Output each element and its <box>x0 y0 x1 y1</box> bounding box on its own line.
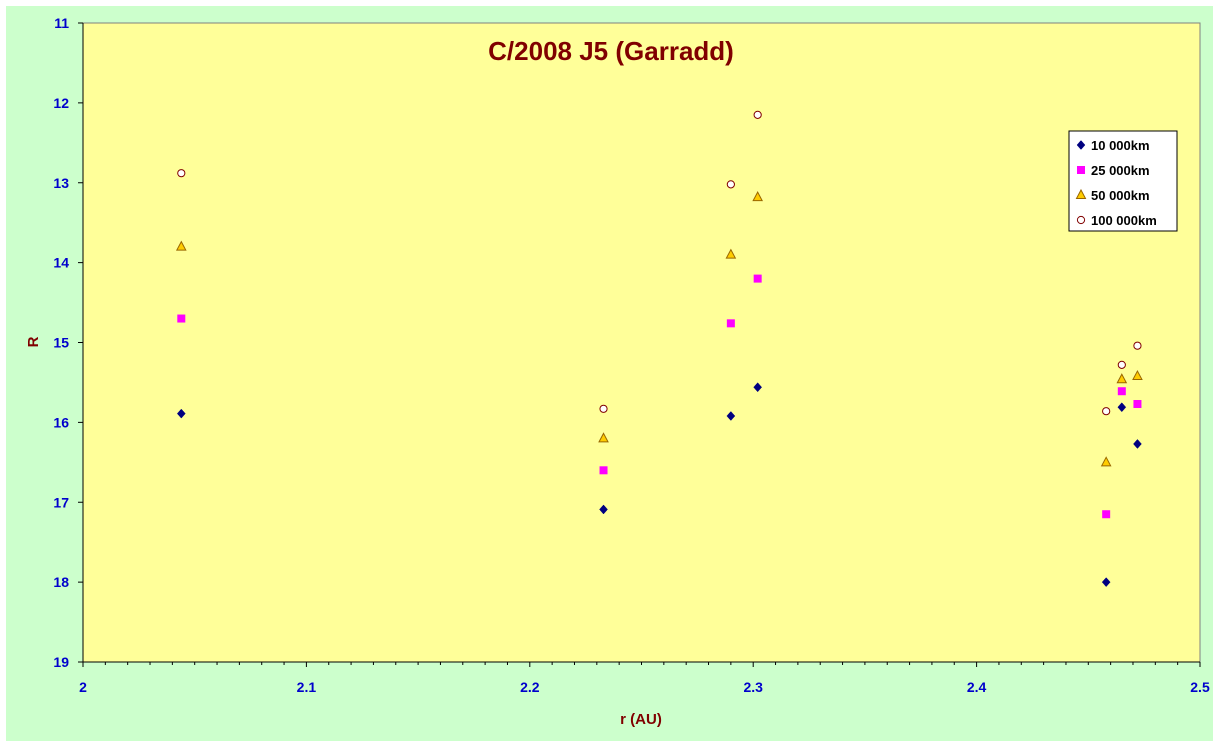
data-point-circle <box>726 180 735 189</box>
data-point-triangle <box>725 248 737 259</box>
x-tick-label: 2.1 <box>297 679 317 695</box>
data-point-square <box>177 314 186 323</box>
y-tick-label: 14 <box>53 255 69 271</box>
legend-marker-diamond <box>1076 140 1086 150</box>
legend: 10 000km 25 000km 50 000km 100 000km <box>1068 130 1178 232</box>
data-point-triangle <box>1116 373 1128 384</box>
data-point-triangle <box>175 240 187 251</box>
x-tick-label: 2.3 <box>743 679 763 695</box>
legend-label: 25 000km <box>1091 163 1150 178</box>
axis-ticks <box>78 22 1201 667</box>
x-tick-label: 2.2 <box>520 679 540 695</box>
y-tick-label: 19 <box>53 654 69 670</box>
data-points <box>175 110 1143 588</box>
legend-marker-circle <box>1076 215 1086 225</box>
chart-title: C/2008 J5 (Garradd) <box>488 36 734 66</box>
y-tick-label: 12 <box>53 95 69 111</box>
data-point-circle <box>1102 407 1111 416</box>
x-tick-label: 2 <box>79 679 87 695</box>
data-point-circle <box>753 110 762 119</box>
y-tick-label: 16 <box>53 414 69 430</box>
data-point-triangle <box>598 432 609 443</box>
plot-area <box>82 22 1201 663</box>
data-point-diamond <box>753 382 763 393</box>
y-tick-label: 13 <box>53 175 69 191</box>
legend-marker-square <box>1077 166 1085 174</box>
legend-label: 10 000km <box>1091 138 1150 153</box>
data-point-triangle <box>1132 369 1143 381</box>
x-tick-labels: 2 2.1 2.2 2.3 2.4 2.5 <box>79 679 1210 695</box>
data-point-square <box>1133 400 1142 409</box>
data-point-square <box>1102 510 1111 519</box>
data-point-diamond <box>1133 439 1142 449</box>
data-point-square <box>1117 387 1126 396</box>
y-tick-label: 11 <box>54 15 69 31</box>
x-tick-label: 2.4 <box>967 679 987 695</box>
y-axis-title: R <box>25 336 42 347</box>
data-point-square <box>599 466 608 475</box>
data-point-triangle <box>1100 456 1112 467</box>
data-point-diamond <box>1101 577 1111 588</box>
data-point-diamond <box>599 504 608 515</box>
legend-label: 50 000km <box>1091 188 1150 203</box>
data-point-triangle <box>752 191 763 202</box>
y-tick-label: 17 <box>53 494 69 510</box>
y-tick-labels: 11 12 13 14 15 16 17 18 19 <box>53 15 69 670</box>
data-point-diamond <box>176 408 186 419</box>
data-point-circle <box>1133 341 1142 350</box>
legend-box <box>1068 130 1178 232</box>
x-tick-label: 2.5 <box>1190 679 1210 695</box>
legend-marker-triangle <box>1075 188 1087 199</box>
data-point-circle <box>1117 360 1126 369</box>
data-point-circle <box>599 404 608 413</box>
data-point-diamond <box>1117 402 1127 413</box>
data-point-square <box>726 319 735 328</box>
data-point-circle <box>177 169 186 178</box>
y-tick-label: 18 <box>53 574 69 590</box>
legend-label: 100 000km <box>1091 213 1157 228</box>
y-tick-label: 15 <box>53 335 69 351</box>
data-point-square <box>753 274 762 283</box>
x-axis-title: r (AU) <box>620 711 662 728</box>
data-point-diamond <box>726 411 736 421</box>
